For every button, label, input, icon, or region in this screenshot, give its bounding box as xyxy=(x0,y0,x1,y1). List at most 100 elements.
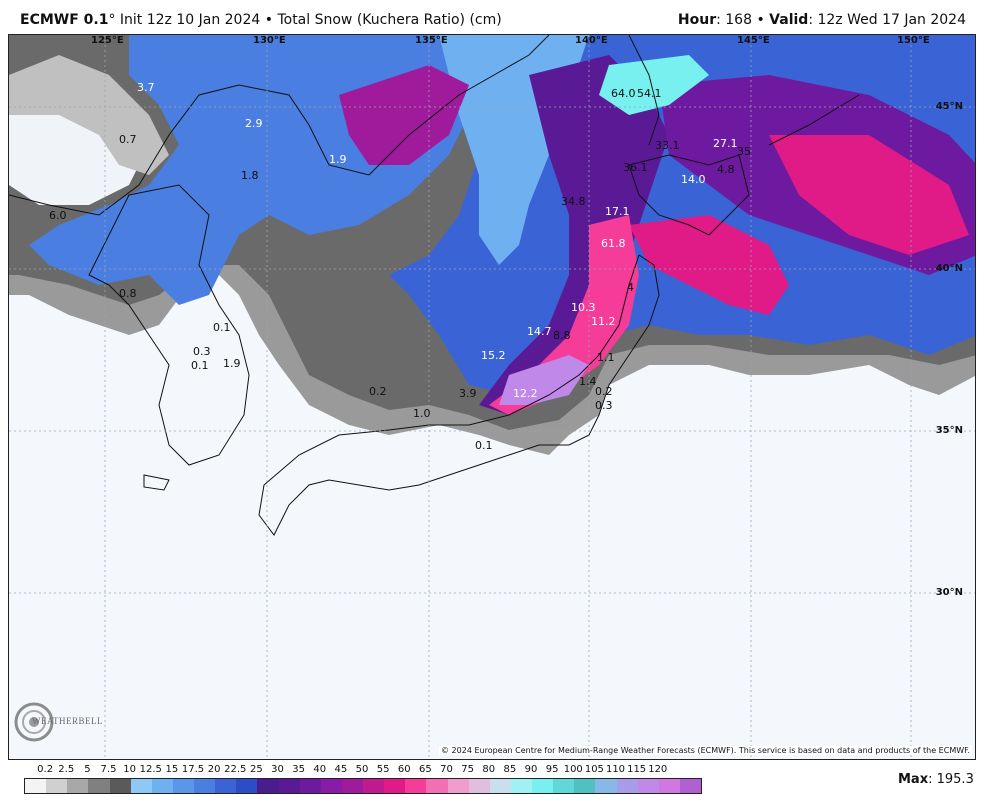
valid-info: Hour: 168 • Valid: 12z Wed 17 Jan 2024 xyxy=(678,12,966,28)
legend-tick-label: 105 xyxy=(584,764,604,775)
legend-labels: 0.2 2.5 5 7.5 10 12.5 15 17.5 20 22.5 25 30 35 40 45 50… xyxy=(24,764,704,778)
lon-label-145: 145°E xyxy=(737,35,770,46)
value-label: 35 xyxy=(737,145,751,158)
snow-cyan-sakhalin xyxy=(599,55,709,115)
legend-color-bar xyxy=(24,778,702,794)
lon-label-150: 150°E xyxy=(897,35,930,46)
snow-magenta-hokkaido-east xyxy=(629,215,789,315)
legend-tick-label: 100 xyxy=(563,764,583,775)
legend-tick-label: 20 xyxy=(207,764,221,775)
legend-swatch xyxy=(151,779,173,793)
lat-label-45: 45°N xyxy=(935,101,963,112)
value-label: 15.2 xyxy=(481,349,506,362)
legend-tick-label: 80 xyxy=(482,764,496,775)
value-label: 0.1 xyxy=(213,321,231,334)
value-label: 6.0 xyxy=(49,209,67,222)
lat-label-40: 40°N xyxy=(935,263,963,274)
snow-lavender-peak xyxy=(499,355,589,405)
value-label: 54.1 xyxy=(637,87,662,100)
weatherbell-logo: WEATHERBELL xyxy=(12,700,103,746)
legend-swatch xyxy=(130,779,152,793)
legend-tick-label: 50 xyxy=(355,764,369,775)
legend-tick-label: 115 xyxy=(627,764,647,775)
value-label: 1.9 xyxy=(329,153,347,166)
mainland-coast xyxy=(9,35,550,216)
legend-tick-label: 30 xyxy=(271,764,284,775)
kuril-outline xyxy=(768,94,860,146)
product-name: Total Snow (Kuchera Ratio) (cm) xyxy=(277,12,502,28)
legend-tick-label: 12.5 xyxy=(139,764,162,775)
legend-swatch xyxy=(236,779,258,793)
legend-swatch xyxy=(405,779,427,793)
value-label: 14.7 xyxy=(527,325,552,338)
legend-swatch xyxy=(658,779,680,793)
legend-tick-label: 55 xyxy=(376,764,390,775)
snow-purple-core xyxy=(479,55,669,415)
value-label: 33.1 xyxy=(655,139,680,152)
copyright-notice: © 2024 European Centre for Medium-Range … xyxy=(439,746,972,755)
legend-swatch xyxy=(67,779,89,793)
color-legend: 0.2 2.5 5 7.5 10 12.5 15 17.5 20 22.5 25 30 35 40 45 50… xyxy=(24,764,704,804)
max-label: Max xyxy=(898,772,929,787)
value-label: 0.7 xyxy=(119,133,137,146)
legend-swatch xyxy=(384,779,406,793)
hour-label: Hour xyxy=(677,12,717,28)
value-label: 1.4 xyxy=(579,375,597,388)
legend-tick-label: 22.5 xyxy=(224,764,247,775)
legend-tick-label: 2.5 xyxy=(58,764,75,775)
value-label: 27.1 xyxy=(713,137,738,150)
degree-symbol: ° xyxy=(108,12,116,28)
value-label: 61.8 xyxy=(601,237,626,250)
legend-tick-label: 0.2 xyxy=(37,764,54,775)
title-bullet: • xyxy=(264,12,273,28)
legend-swatch xyxy=(553,779,575,793)
legend-tick-label: 45 xyxy=(334,764,348,775)
value-label: 0.1 xyxy=(191,359,209,372)
jeju-outline xyxy=(143,474,170,491)
legend-swatch xyxy=(109,779,131,793)
legend-tick-label: 7.5 xyxy=(100,764,117,775)
legend-tick-label: 90 xyxy=(524,764,538,775)
legend-tick-label: 15 xyxy=(165,764,179,775)
legend-swatch xyxy=(172,779,194,793)
legend-tick-label: 17.5 xyxy=(181,764,205,775)
legend-swatch xyxy=(46,779,68,793)
legend-swatch xyxy=(447,779,469,793)
value-label: 4.8 xyxy=(717,163,735,176)
model-name: ECMWF 0.1 xyxy=(20,12,109,28)
legend-tick-label: 25 xyxy=(250,764,263,775)
value-label: 0.8 xyxy=(119,287,137,300)
sakhalin-outline xyxy=(628,35,660,146)
snow-light-gray xyxy=(9,55,169,175)
max-value: : 195.3 xyxy=(928,772,974,787)
value-label: 3.7 xyxy=(137,81,155,94)
legend-swatch xyxy=(574,779,596,793)
value-label: 1.1 xyxy=(597,351,615,364)
value-label: 36.1 xyxy=(623,161,648,174)
map-title: ECMWF 0.1° Init 12z 10 Jan 2024 • Total … xyxy=(20,12,502,28)
init-time: Init 12z 10 Jan 2024 xyxy=(119,12,261,28)
valid-bullet: • xyxy=(756,12,765,28)
hour-value: : 168 xyxy=(716,12,752,28)
value-label: 17.1 xyxy=(605,205,630,218)
value-label: 1.8 xyxy=(241,169,259,182)
value-label: 1.9 xyxy=(223,357,241,370)
legend-swatch xyxy=(25,779,47,793)
value-label: 14.0 xyxy=(681,173,706,186)
value-label: 0.3 xyxy=(595,399,613,412)
lon-label-135: 135°E xyxy=(415,35,448,46)
lon-label-140: 140°E xyxy=(575,35,608,46)
snow-magenta-pacific xyxy=(769,135,969,255)
legend-tick-label: 110 xyxy=(605,764,626,775)
korea-outline xyxy=(88,184,250,466)
value-label: 1.0 xyxy=(413,407,431,420)
legend-tick-label: 40 xyxy=(313,764,327,775)
legend-tick-label: 60 xyxy=(397,764,411,775)
header: ECMWF 0.1° Init 12z 10 Jan 2024 • Total … xyxy=(0,0,984,34)
legend-swatch xyxy=(257,779,279,793)
value-label: 0.3 xyxy=(193,345,211,358)
legend-swatch xyxy=(363,779,385,793)
lon-label-130: 130°E xyxy=(253,35,286,46)
legend-swatch xyxy=(278,779,300,793)
legend-swatch xyxy=(468,779,490,793)
